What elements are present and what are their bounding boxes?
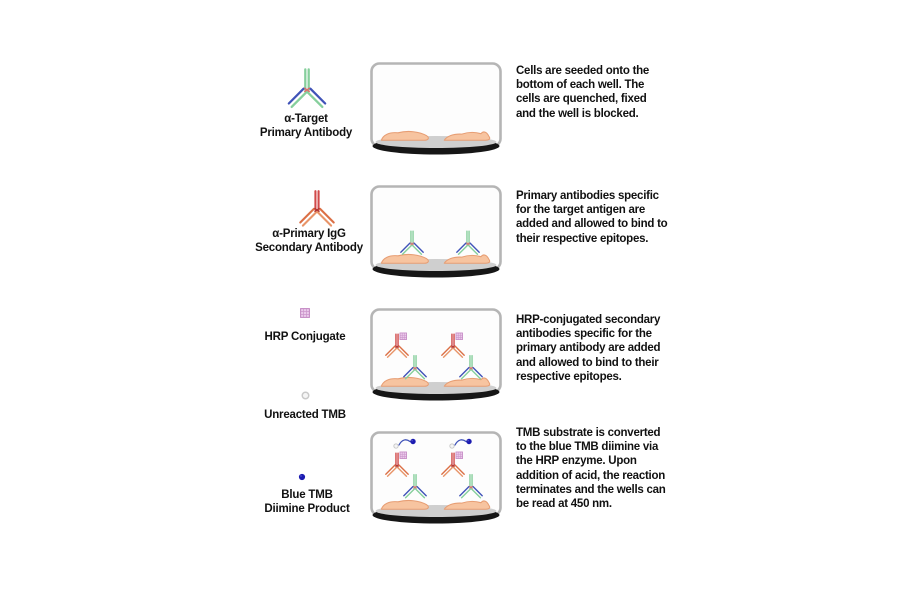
well-step-4	[369, 430, 503, 526]
legend-label-line: α-Target	[284, 113, 328, 125]
legend-label-line: Diimine Product	[264, 503, 350, 515]
legend-label-line: Secondary Antibody	[255, 242, 363, 254]
primary-antibody-icon	[284, 66, 330, 116]
secondary-antibody-label: α-Primary IgG Secondary Antibody	[226, 227, 392, 255]
unreacted-tmb-icon	[301, 391, 310, 400]
step-4-description: TMB substrate is converted to the blue T…	[516, 427, 666, 511]
legend-label-line: Primary Antibody	[259, 127, 353, 139]
step-2-description: Primary antibodies specific for the targ…	[516, 190, 668, 245]
well-step-1	[369, 61, 503, 157]
legend-label-line: Unreacted TMB	[264, 409, 346, 421]
step-3-description: HRP-conjugated secondary antibodies spec…	[516, 314, 661, 383]
legend-label-line: Blue TMB	[281, 489, 333, 501]
step-1-description: Cells are seeded onto the bottom of each…	[516, 65, 650, 120]
blue-tmb-diimine-label: Blue TMB Diimine Product	[227, 488, 387, 516]
unreacted-tmb-label: Unreacted TMB	[225, 408, 385, 422]
well-step-2	[369, 184, 503, 280]
legend-label-line: HRP Conjugate	[264, 331, 346, 343]
primary-antibody-label: α-Target Primary Antibody	[224, 112, 388, 140]
well-step-3	[369, 307, 503, 403]
hrp-conjugate-label: HRP Conjugate	[225, 330, 385, 344]
hrp-conjugate-icon	[300, 308, 310, 318]
blue-tmb-diimine-icon	[298, 473, 306, 481]
legend-label-line: α-Primary IgG	[272, 228, 346, 240]
